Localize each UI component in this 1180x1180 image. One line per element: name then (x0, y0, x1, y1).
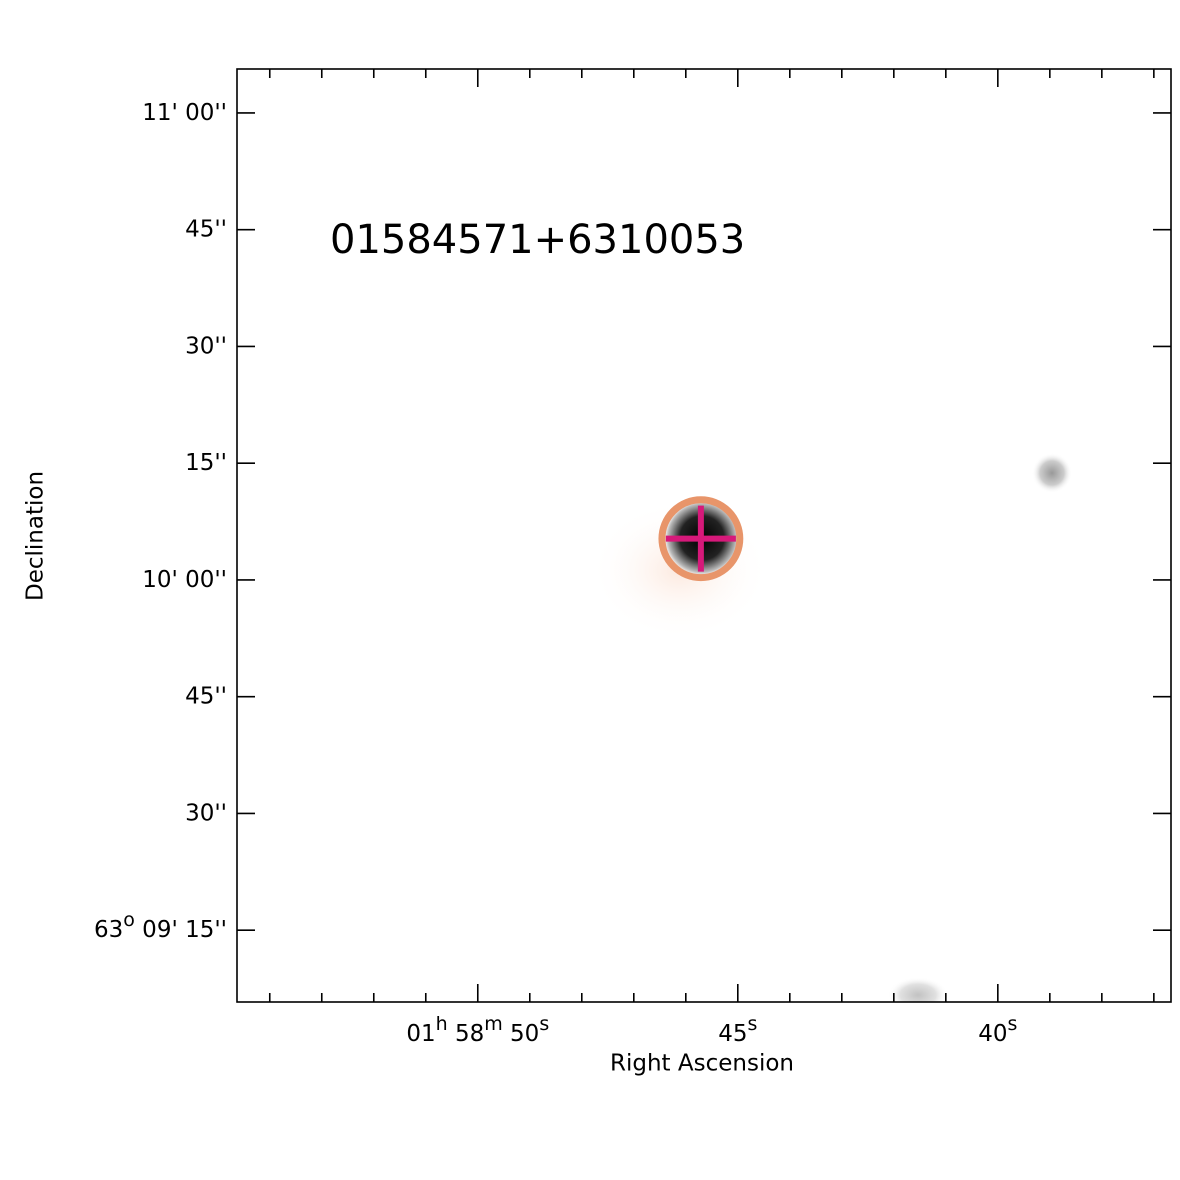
x-tick-label: 45s (718, 1013, 757, 1047)
source-circle (658, 496, 744, 582)
x-tick-label: 01h 58m 50s (406, 1013, 549, 1047)
y-tick-label: 45'' (185, 683, 227, 709)
y-tick-label: 63o 09' 15'' (94, 909, 227, 943)
y-tick-label: 10' 00'' (142, 566, 227, 592)
y-tick-label: 45'' (185, 216, 227, 242)
x-tick-label: 40s (978, 1013, 1017, 1047)
x-axis-label: Right Ascension (610, 1051, 794, 1077)
source-name: 01584571+6310053 (330, 217, 745, 263)
y-tick-label: 30'' (185, 333, 227, 359)
plot-frame (236, 68, 1172, 1003)
y-tick-label: 11' 00'' (142, 99, 227, 125)
y-tick-label: 15'' (185, 450, 227, 476)
y-tick-label: 30'' (185, 800, 227, 826)
y-axis-label: Declination (23, 471, 49, 601)
star (1032, 453, 1072, 493)
star (888, 977, 948, 1002)
